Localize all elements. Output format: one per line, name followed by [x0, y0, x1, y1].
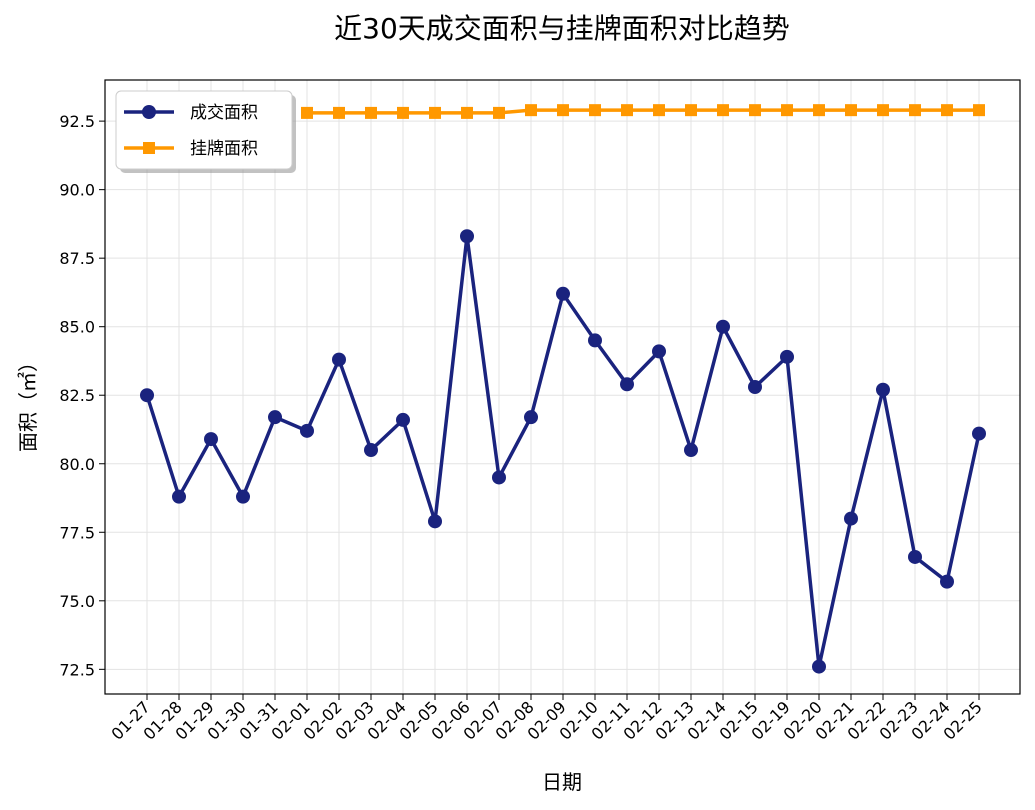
- data-point: [620, 377, 634, 392]
- data-point: [653, 104, 665, 117]
- y-tick-label: 72.5: [59, 660, 95, 679]
- y-tick-label: 90.0: [59, 181, 95, 200]
- series-group: [140, 104, 986, 674]
- data-point: [493, 106, 505, 119]
- legend-marker-deal: [142, 105, 156, 119]
- data-point: [172, 489, 186, 504]
- data-point: [844, 511, 858, 526]
- data-point: [556, 286, 570, 301]
- data-point: [301, 106, 313, 119]
- data-point: [396, 412, 410, 427]
- data-point: [621, 104, 633, 117]
- x-axis: 01-2701-2801-2901-3001-3102-0102-0202-03…: [108, 694, 986, 744]
- data-point: [685, 104, 697, 117]
- y-tick-label: 75.0: [59, 592, 95, 611]
- y-tick-label: 80.0: [59, 455, 95, 474]
- data-point: [429, 106, 441, 119]
- data-point: [333, 106, 345, 119]
- data-point: [365, 106, 377, 119]
- data-point: [525, 104, 537, 117]
- y-tick-label: 85.0: [59, 318, 95, 337]
- chart-title: 近30天成交面积与挂牌面积对比趋势: [334, 12, 790, 45]
- data-point: [748, 380, 762, 394]
- data-point: [204, 432, 218, 447]
- y-tick-label: 92.5: [59, 112, 95, 131]
- y-tick-label: 82.5: [59, 386, 95, 405]
- data-point: [397, 106, 409, 119]
- data-point: [973, 104, 985, 117]
- data-point: [236, 489, 250, 504]
- legend: 成交面积 挂牌面积: [115, 90, 296, 173]
- data-point: [909, 104, 921, 117]
- data-point: [588, 333, 602, 348]
- data-point: [557, 104, 569, 117]
- data-point: [461, 106, 473, 119]
- data-point: [652, 344, 666, 359]
- data-point: [716, 319, 730, 334]
- data-point: [781, 104, 793, 117]
- y-tick-label: 87.5: [59, 249, 95, 268]
- data-point: [428, 514, 442, 529]
- data-point: [908, 549, 922, 564]
- data-point: [492, 470, 506, 485]
- data-point: [140, 388, 154, 403]
- y-axis: 72.5 75.0 77.5 80.0 82.5 85.0 87.5 90.0 92.5: [59, 112, 105, 679]
- data-point: [524, 410, 538, 425]
- data-point: [845, 104, 857, 117]
- data-point: [364, 443, 378, 458]
- data-point: [749, 104, 761, 117]
- data-point: [684, 443, 698, 458]
- legend-label-deal: 成交面积: [190, 103, 258, 123]
- x-axis-label: 日期: [542, 770, 582, 794]
- data-point: [268, 410, 282, 425]
- y-axis-label: 面积（㎡）: [16, 352, 40, 452]
- data-point: [332, 352, 346, 367]
- data-point: [780, 349, 794, 364]
- legend-marker-listing: [143, 142, 155, 154]
- data-point: [812, 659, 826, 674]
- data-point: [460, 229, 474, 244]
- data-point: [813, 104, 825, 117]
- series-line-1: [307, 108, 979, 115]
- data-point: [972, 426, 986, 441]
- data-point: [717, 104, 729, 117]
- data-point: [877, 104, 889, 117]
- data-point: [941, 104, 953, 117]
- data-point: [876, 382, 890, 397]
- data-point: [300, 423, 314, 438]
- y-tick-label: 77.5: [59, 523, 95, 542]
- legend-label-listing: 挂牌面积: [190, 139, 258, 159]
- data-point: [940, 574, 954, 589]
- data-point: [589, 104, 601, 117]
